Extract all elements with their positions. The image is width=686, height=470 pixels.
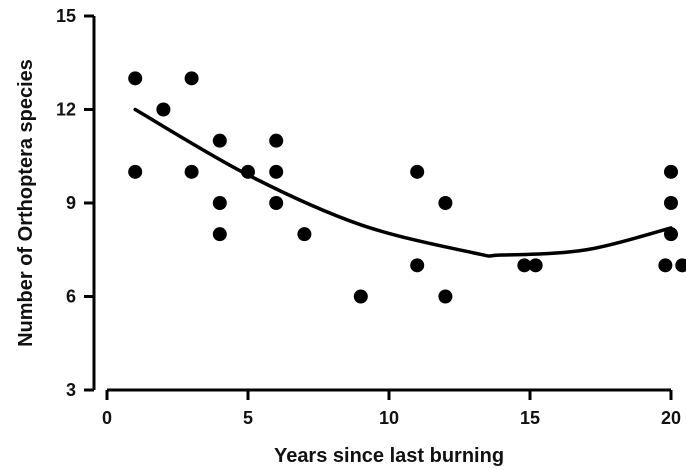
x-tick-label: 20 bbox=[661, 408, 681, 428]
y-tick-label: 9 bbox=[66, 193, 76, 213]
data-point bbox=[212, 227, 227, 242]
data-point bbox=[128, 71, 143, 86]
data-point bbox=[664, 196, 678, 210]
y-tick-label: 6 bbox=[66, 287, 76, 307]
data-point bbox=[438, 196, 453, 210]
x-tick-label: 0 bbox=[102, 408, 112, 428]
data-point bbox=[212, 196, 227, 210]
data-point bbox=[658, 258, 673, 273]
y-tick-label: 15 bbox=[56, 6, 76, 26]
x-axis-title: Years since last burning bbox=[274, 445, 504, 467]
data-point bbox=[438, 289, 453, 304]
data-point bbox=[269, 164, 284, 179]
axes bbox=[92, 16, 671, 392]
x-tick-label: 10 bbox=[379, 408, 399, 428]
data-point bbox=[410, 164, 425, 179]
y-tick-label: 3 bbox=[66, 380, 76, 400]
data-point bbox=[675, 258, 686, 273]
data-point bbox=[410, 258, 425, 273]
y-axis-title: Number of Orthoptera species bbox=[15, 59, 37, 347]
data-point bbox=[269, 196, 284, 210]
data-point bbox=[184, 71, 199, 86]
data-point bbox=[128, 164, 143, 179]
data-point bbox=[528, 258, 543, 273]
data-point bbox=[212, 133, 227, 148]
x-tick-label: 5 bbox=[243, 408, 253, 428]
data-point bbox=[184, 164, 199, 179]
y-tick-label: 12 bbox=[56, 100, 76, 120]
data-point bbox=[297, 227, 312, 242]
data-point bbox=[664, 164, 678, 179]
x-ticks: 0 5 10 15 20 bbox=[102, 390, 681, 428]
data-point bbox=[156, 102, 171, 117]
x-tick-label: 15 bbox=[520, 408, 540, 428]
data-points bbox=[128, 71, 686, 304]
y-ticks: 3 6 9 12 15 bbox=[56, 6, 94, 400]
data-point bbox=[517, 258, 532, 273]
data-point bbox=[664, 227, 678, 242]
data-point bbox=[241, 164, 255, 179]
data-point bbox=[269, 133, 284, 148]
data-point bbox=[353, 289, 368, 304]
